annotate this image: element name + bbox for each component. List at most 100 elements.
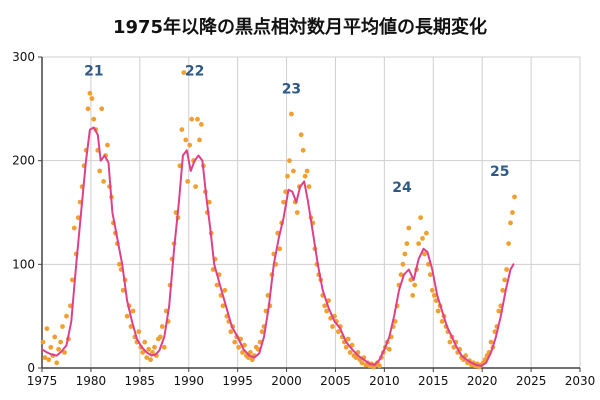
cycle-label-23: 23 (282, 81, 301, 97)
x-tick-label-8: 2015 (418, 374, 449, 388)
monthly-point-134 (302, 173, 308, 179)
y-tick-label-3: 300 (12, 50, 35, 64)
smoothed-line (41, 126, 515, 367)
monthly-point-100 (236, 344, 242, 350)
x-tick-label-10: 2025 (516, 374, 547, 388)
monthly-point-102 (240, 350, 245, 355)
monthly-point-121 (277, 246, 283, 252)
cycle-label-25: 25 (490, 164, 509, 180)
monthly-point-23 (85, 106, 91, 112)
monthly-point-96 (228, 329, 234, 335)
x-axis-ticks: 1975 1980 1985 1990 1995 2000 2005 2010 2015 2020… (27, 368, 596, 388)
monthly-point-1 (42, 355, 48, 360)
y-axis-ticks: 0 100 200 300 (12, 50, 42, 375)
monthly-point-7 (54, 360, 60, 366)
monthly-point-4 (48, 344, 54, 350)
monthly-point-144 (322, 303, 328, 309)
monthly-point-9 (58, 339, 63, 345)
monthly-point-240 (510, 210, 515, 215)
monthly-point-29 (97, 168, 103, 174)
monthly-point-15 (69, 277, 75, 283)
cycle-label-21: 21 (84, 64, 103, 80)
monthly-point-145 (324, 308, 330, 314)
monthly-point-127 (289, 111, 294, 117)
monthly-point-196 (424, 230, 429, 236)
monthly-point-93 (222, 287, 228, 293)
monthly-point-112 (259, 329, 265, 335)
monthly-point-148 (330, 324, 335, 329)
monthly-point-190 (412, 282, 418, 288)
monthly-point-184 (400, 261, 406, 267)
monthly-point-229 (488, 339, 494, 345)
monthly-point-155 (343, 344, 349, 350)
monthly-point-31 (101, 179, 106, 184)
monthly-point-202 (435, 308, 441, 314)
monthly-point-210 (451, 344, 457, 350)
monthly-point-57 (152, 344, 157, 350)
cycle-label-24: 24 (392, 180, 412, 196)
monthly-point-0 (40, 339, 46, 345)
chart-title: 1975年以降の黒点相対数月平均値の長期変化 (113, 16, 487, 38)
monthly-point-192 (416, 241, 421, 247)
monthly-point-2 (44, 326, 50, 331)
monthly-point-237 (504, 267, 509, 272)
monthly-point-241 (512, 194, 517, 200)
x-tick-label-9: 2020 (467, 374, 498, 388)
monthly-point-200 (431, 293, 437, 298)
monthly-point-56 (150, 350, 155, 355)
monthly-point-43 (124, 313, 130, 319)
axes (41, 57, 580, 369)
x-tick-label-2: 1985 (125, 374, 156, 388)
monthly-point-39 (116, 261, 122, 267)
monthly-point-41 (120, 287, 126, 293)
monthly-point-185 (402, 251, 408, 257)
monthly-point-128 (291, 168, 296, 174)
monthly-point-33 (105, 142, 110, 148)
monthly-point-156 (345, 336, 351, 342)
monthly-point-135 (304, 168, 310, 174)
monthly-point-25 (89, 96, 95, 101)
monthly-point-130 (294, 210, 300, 215)
x-tick-label-6: 2005 (320, 374, 351, 388)
monthly-point-106 (248, 350, 253, 355)
monthly-point-8 (56, 346, 61, 352)
monthly-point-61 (159, 324, 165, 329)
x-tick-label-3: 1990 (173, 374, 204, 388)
y-tick-label-1: 100 (12, 257, 35, 271)
monthly-point-72 (181, 70, 187, 75)
monthly-point-18 (75, 215, 81, 221)
monthly-point-136 (306, 184, 312, 190)
monthly-point-78 (193, 184, 199, 190)
x-tick-label-11: 2030 (565, 374, 596, 388)
monthly-point-172 (377, 363, 382, 369)
monthly-point-103 (242, 342, 247, 348)
x-tick-label-0: 1975 (27, 374, 58, 388)
monthly-point-233 (496, 308, 502, 314)
monthly-point-76 (189, 116, 195, 122)
x-tick-label-4: 1995 (222, 374, 253, 388)
monthly-point-160 (353, 355, 359, 360)
monthly-point-11 (62, 350, 67, 355)
monthly-point-16 (71, 225, 77, 231)
monthly-point-55 (148, 357, 154, 363)
monthly-point-54 (146, 346, 152, 352)
monthly-point-157 (347, 350, 353, 355)
x-tick-label-1: 1980 (76, 374, 107, 388)
monthly-point-12 (64, 313, 69, 319)
monthly-point-133 (300, 147, 306, 153)
monthly-point-3 (46, 357, 52, 363)
smoothed-line-path (41, 126, 515, 367)
monthly-point-238 (506, 241, 511, 247)
monthly-point-204 (439, 319, 445, 324)
monthly-point-126 (287, 158, 292, 164)
monthly-point-62 (161, 344, 167, 350)
monthly-point-199 (429, 287, 435, 293)
monthly-point-30 (99, 106, 105, 112)
monthly-point-10 (60, 324, 65, 329)
monthly-point-51 (140, 350, 146, 355)
monthly-point-71 (179, 127, 185, 132)
monthly-point-80 (197, 137, 202, 143)
monthly-point-75 (187, 142, 193, 148)
monthly-point-6 (52, 334, 58, 340)
